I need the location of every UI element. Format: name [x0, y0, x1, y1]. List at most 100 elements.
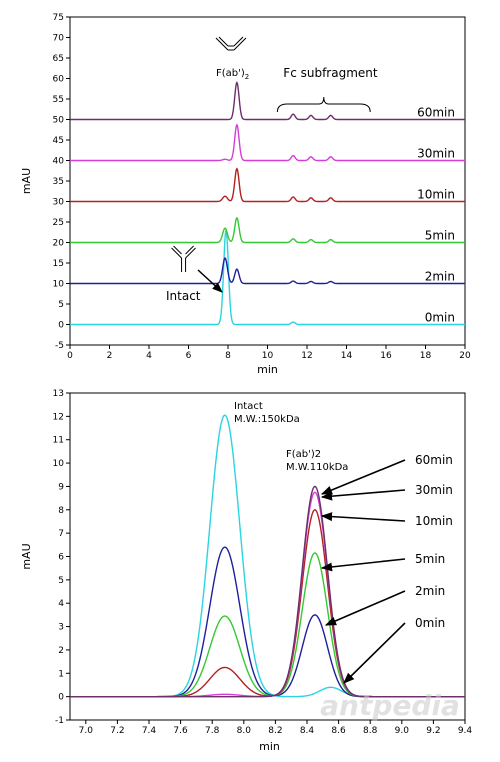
v-arm-right-a — [233, 37, 247, 51]
bottom-y-tick-label: 9 — [58, 482, 64, 492]
top-series-line-5min — [70, 216, 465, 244]
bottom-y-axis-label: mAU — [20, 543, 33, 569]
top-x-axis-label: min — [257, 363, 278, 376]
top-y-tick-label: 25 — [53, 218, 64, 228]
top-chart: 0 2 4 6 8 10 12 14 16 18 20-5051015202530354045505… — [20, 13, 471, 376]
top-x-tick-label: 4 — [146, 351, 152, 361]
bottom-x-tick-label: 7.2 — [110, 726, 124, 736]
y-arm-left-a — [171, 247, 182, 259]
bottom-series-line-30min — [70, 491, 465, 698]
top-y-tick-label: 60 — [53, 75, 65, 85]
top-y-tick-label: 35 — [53, 177, 64, 187]
bottom-series-line-60min — [70, 485, 465, 698]
bottom-series-label-10min: 10min — [415, 514, 453, 528]
top-series-line-0min — [70, 230, 465, 326]
bottom-series-label-2min: 2min — [415, 584, 445, 598]
bottom-x-axis-label: min — [259, 740, 280, 753]
top-series-label-5min: 5min — [425, 229, 455, 243]
top-y-tick-label: 0 — [58, 321, 64, 331]
bottom-y-tick-label: 8 — [58, 506, 64, 516]
bottom-x-tick-label: 8.8 — [363, 726, 378, 736]
bottom-series-line-5min — [70, 552, 465, 698]
y-arm-left-b — [173, 245, 182, 255]
fab-annotation: F(ab')2 — [216, 68, 249, 81]
bottom-series-label-60min: 60min — [415, 453, 453, 467]
bottom-series-label-30min: 30min — [415, 483, 453, 497]
bottom-plot-frame — [69, 392, 466, 721]
top-plot-frame — [69, 16, 466, 346]
bottom-x-tick-label: 9.4 — [458, 726, 473, 736]
bottom-arrow-5min — [320, 558, 406, 572]
bottom-arrow-0min — [343, 622, 406, 684]
top-y-tick-label: 15 — [53, 259, 64, 269]
bottom-y-tick-label: 13 — [53, 389, 64, 399]
top-y-tick-label: 20 — [53, 239, 65, 249]
top-series-line-30min — [70, 123, 465, 162]
bottom-arrow-30min — [320, 489, 406, 501]
bottom-y-tick-label: 5 — [58, 576, 64, 586]
bottom-x-tick-label: 8.6 — [331, 726, 346, 736]
bottom-y-tick-label: 6 — [58, 553, 64, 563]
bottom-series-group — [70, 414, 465, 698]
bottom-y-tick-label: 4 — [58, 599, 64, 609]
top-x-tick-label: 12 — [301, 351, 312, 361]
top-y-tick-label: 55 — [53, 95, 64, 105]
v-arm-left-b — [218, 36, 229, 47]
bottom-intact-mw-label: M.W.:150kDa — [234, 414, 300, 425]
bottom-series-line-10min — [70, 509, 465, 698]
top-x-tick-label: 16 — [380, 351, 392, 361]
top-intact-label: Intact — [166, 289, 201, 303]
y-arm-right-a — [185, 247, 196, 259]
top-x-tick-label: 20 — [459, 351, 471, 361]
bottom-x-tick-label: 9.0 — [395, 726, 410, 736]
top-x-tick-label: 18 — [420, 351, 432, 361]
top-y-tick-label: 50 — [53, 116, 65, 126]
bottom-y-tick-label: 2 — [58, 646, 64, 656]
top-y-tick-label: 40 — [53, 157, 65, 167]
top-series-label-10min: 10min — [417, 188, 455, 202]
top-y-tick-label: 10 — [53, 280, 65, 290]
top-series-line-60min — [70, 81, 465, 121]
bottom-fab-mw-label: M.W.110kDa — [286, 462, 348, 473]
watermark: antpedia — [320, 689, 460, 722]
top-y-axis-label: mAU — [20, 168, 33, 194]
fab-annotation-subscript: 2 — [245, 73, 249, 81]
top-series-label-60min: 60min — [417, 106, 455, 120]
v-arm-right-b — [233, 36, 244, 47]
bottom-arrow-60min — [320, 459, 406, 495]
bottom-intact-label: Intact — [234, 401, 263, 412]
bottom-y-tick-label: 7 — [58, 529, 64, 539]
bottom-arrow-10min — [320, 512, 406, 522]
top-y-tick-label: 5 — [58, 300, 64, 310]
bottom-series-line-2min — [70, 546, 465, 698]
bottom-arrow-2min — [324, 590, 406, 626]
top-y-tick-label: 30 — [53, 198, 65, 208]
bottom-series-label-0min: 0min — [415, 616, 445, 630]
bottom-y-tick-label: 12 — [53, 412, 64, 422]
top-x-tick-label: 2 — [107, 351, 113, 361]
top-x-tick-label: 8 — [225, 351, 231, 361]
top-y-tick-label: 45 — [53, 136, 64, 146]
bottom-x-tick-label: 8.2 — [268, 726, 282, 736]
bottom-x-tick-label: 8.0 — [237, 726, 252, 736]
bottom-chart: 7.0 7.2 7.4 7.6 7.8 8.0 8.2 8.4 8.6 8.8 9.0 9.2 9.4 -… — [20, 389, 472, 753]
bottom-y-tick-label: -1 — [55, 716, 64, 726]
bottom-y-tick-label: 1 — [58, 669, 64, 679]
v-arm-left-a — [215, 37, 229, 51]
fab-icon — [215, 36, 247, 51]
bottom-series-line-0min — [70, 414, 465, 698]
top-x-tick-label: 6 — [186, 351, 192, 361]
bottom-fab-label: F(ab')2 — [286, 449, 321, 460]
bottom-x-tick-label: 8.4 — [300, 726, 315, 736]
bottom-y-tick-label: 3 — [58, 623, 64, 633]
top-intact-arrow — [197, 269, 223, 293]
top-y-tick-label: 65 — [53, 54, 64, 64]
y-arm-right-b — [185, 245, 194, 255]
bottom-series-label-5min: 5min — [415, 552, 445, 566]
top-y-tick-label: -5 — [55, 341, 64, 351]
bottom-x-tick-label: 7.8 — [205, 726, 220, 736]
top-series-label-30min: 30min — [417, 147, 455, 161]
intact-antibody-icon — [171, 245, 196, 272]
